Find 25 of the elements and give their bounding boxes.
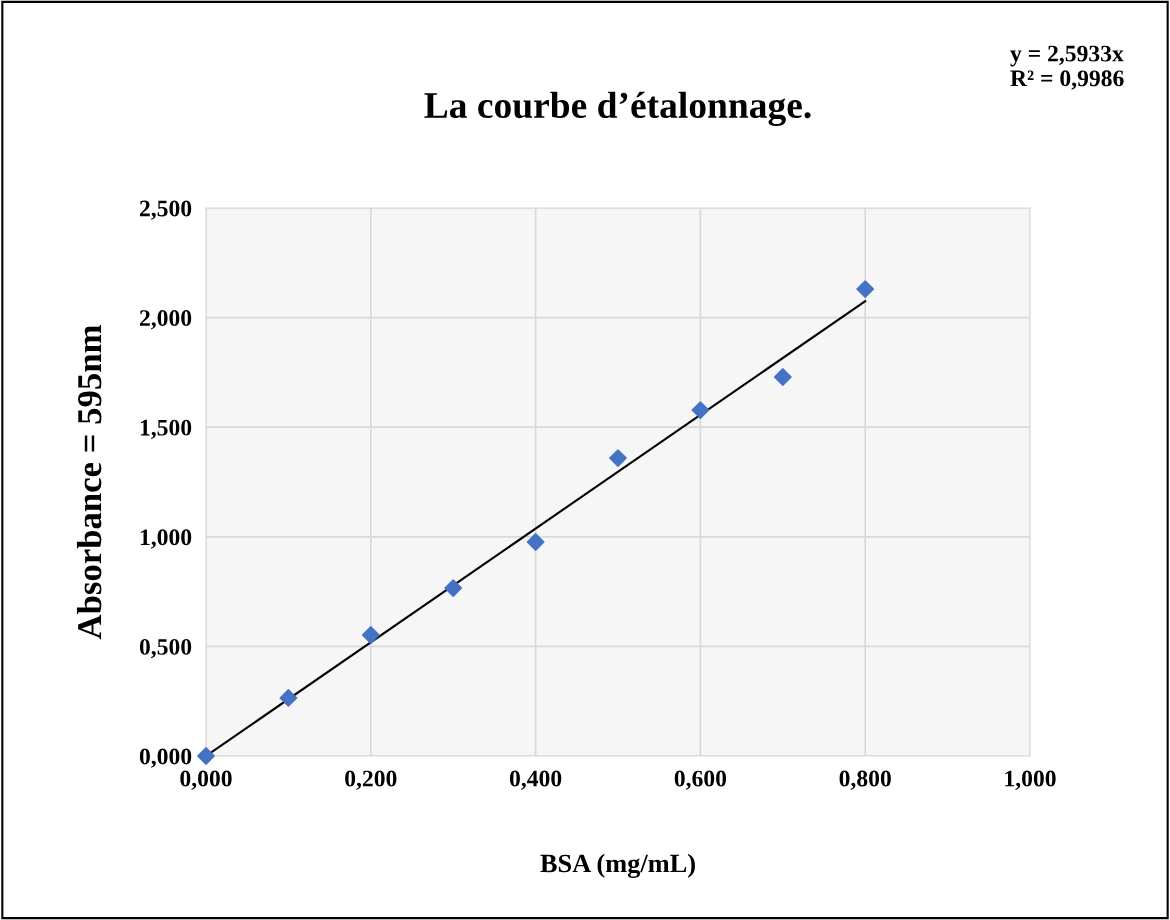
x-tick-label: 0,800 — [839, 770, 891, 790]
point — [773, 368, 792, 386]
point — [609, 449, 627, 468]
point — [279, 689, 298, 707]
y-tick-label: 2,000 — [139, 310, 192, 330]
y-tick-label: 1,000 — [140, 529, 192, 549]
point — [526, 533, 545, 551]
point — [197, 747, 215, 765]
point — [856, 280, 875, 299]
y-axis-title: Absorbance = 595nm — [76, 325, 102, 640]
chart-title: La courbe d’étalonnage. — [424, 91, 811, 126]
y-tick-label: 0,000 — [139, 748, 192, 768]
y-tick-label: 2,500 — [139, 200, 192, 220]
text: y = 2,5933x R² = 0,9986 — [1010, 45, 1124, 90]
point — [361, 626, 380, 644]
point — [691, 401, 710, 420]
y-tick-label: 0,500 — [139, 638, 192, 659]
y-tick-label: 1,500 — [140, 419, 192, 440]
x-tick-label: 0,200 — [345, 770, 397, 790]
x-tick-label: 0,000 — [180, 770, 232, 790]
point — [444, 579, 463, 598]
x-tick-label: 0,600 — [674, 770, 727, 790]
x-axis-title: BSA (mg/mL) — [540, 853, 695, 878]
x-tick-label: 0,400 — [509, 770, 562, 790]
x-tick-label: 1,000 — [1005, 770, 1056, 790]
